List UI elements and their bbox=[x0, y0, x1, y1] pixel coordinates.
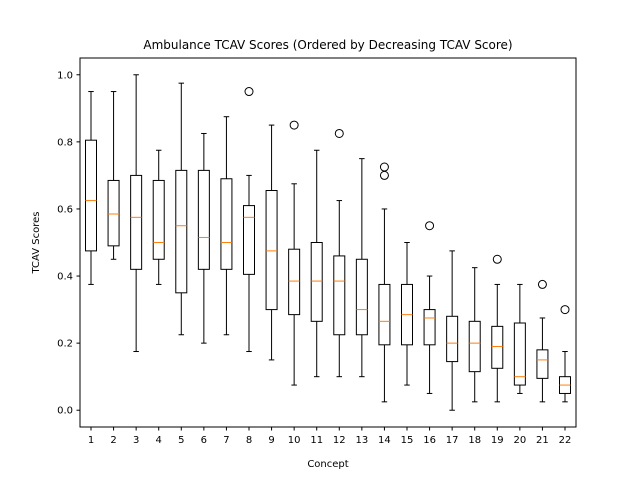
box-body bbox=[491, 325, 504, 369]
x-tick-label: 1 bbox=[88, 435, 94, 446]
box-group-7 bbox=[220, 116, 233, 336]
outlier-point bbox=[560, 305, 570, 315]
box-group-20 bbox=[513, 283, 526, 394]
x-tick-label: 17 bbox=[446, 435, 459, 446]
box-group-10 bbox=[288, 120, 301, 386]
box-body bbox=[513, 322, 526, 386]
y-tick-label: 0.8 bbox=[57, 137, 73, 148]
x-tick-label: 13 bbox=[355, 435, 368, 446]
axes-frame bbox=[79, 57, 577, 428]
x-axis-label: Concept bbox=[307, 459, 348, 470]
x-tick-label: 11 bbox=[310, 435, 323, 446]
y-tick-label: 0.2 bbox=[57, 339, 73, 350]
x-tick-label: 4 bbox=[156, 435, 162, 446]
x-tick-label: 7 bbox=[223, 435, 229, 446]
box-body bbox=[130, 174, 143, 270]
box-group-2 bbox=[107, 91, 120, 260]
box-body bbox=[220, 178, 233, 270]
x-tick-label: 14 bbox=[378, 435, 391, 446]
box-group-17 bbox=[446, 250, 459, 411]
box-group-1 bbox=[85, 91, 97, 285]
outlier-point bbox=[379, 162, 389, 172]
box-body bbox=[536, 349, 549, 379]
box-group-21 bbox=[536, 279, 549, 403]
box-body bbox=[288, 248, 301, 316]
box-group-8 bbox=[243, 87, 255, 353]
box-body bbox=[446, 315, 459, 363]
box-group-18 bbox=[468, 267, 481, 403]
box-group-5 bbox=[175, 82, 188, 336]
y-axis-ticks: 0.0 0.2 0.4 0.6 0.8 1.0 bbox=[57, 70, 80, 417]
x-tick-label: 20 bbox=[513, 435, 526, 446]
box-body bbox=[152, 179, 165, 260]
box-body bbox=[310, 242, 323, 322]
y-tick-label: 0.6 bbox=[57, 204, 73, 215]
box-group-9 bbox=[265, 124, 278, 361]
x-tick-label: 5 bbox=[178, 435, 184, 446]
box-body bbox=[107, 179, 120, 247]
y-tick-label: 0.0 bbox=[57, 406, 73, 417]
box-group-6 bbox=[197, 132, 210, 344]
x-tick-label: 12 bbox=[333, 435, 346, 446]
x-tick-label: 3 bbox=[133, 435, 139, 446]
y-tick-label: 0.4 bbox=[57, 272, 73, 283]
x-tick-label: 21 bbox=[536, 435, 549, 446]
box-body bbox=[175, 169, 188, 294]
box-group-22 bbox=[559, 305, 571, 403]
plot-area bbox=[85, 74, 571, 411]
box-body bbox=[85, 139, 97, 252]
box-body bbox=[423, 309, 436, 346]
x-tick-label: 2 bbox=[110, 435, 116, 446]
box-group-12 bbox=[333, 128, 346, 378]
box-group-14 bbox=[378, 162, 391, 403]
x-axis-ticks: 1 2 3 4 5 6 7 8 9 10 11 12 13 14 15 16 17 18 19 20 21 22 bbox=[88, 427, 572, 446]
y-axis-label: TCAV Scores bbox=[31, 212, 42, 275]
outlier-point bbox=[289, 120, 299, 130]
box-group-4 bbox=[152, 149, 165, 285]
outlier-point bbox=[537, 279, 547, 289]
box-body bbox=[355, 258, 368, 336]
x-tick-label: 8 bbox=[246, 435, 252, 446]
box-group-13 bbox=[355, 158, 368, 378]
x-tick-label: 19 bbox=[491, 435, 504, 446]
box-body bbox=[333, 255, 346, 336]
box-body bbox=[378, 283, 391, 346]
y-tick-label: 1.0 bbox=[57, 70, 73, 81]
chart-title: Ambulance TCAV Scores (Ordered by Decrea… bbox=[143, 38, 512, 52]
x-tick-label: 6 bbox=[201, 435, 207, 446]
x-tick-label: 18 bbox=[468, 435, 481, 446]
box-group-19 bbox=[491, 254, 504, 403]
box-group-16 bbox=[423, 221, 436, 394]
box-group-11 bbox=[310, 149, 323, 378]
x-tick-label: 10 bbox=[288, 435, 301, 446]
box-group-3 bbox=[130, 74, 143, 353]
box-body bbox=[265, 190, 278, 311]
outlier-point bbox=[244, 87, 254, 97]
x-tick-label: 22 bbox=[559, 435, 572, 446]
x-tick-label: 15 bbox=[401, 435, 414, 446]
box-body bbox=[243, 205, 255, 275]
outlier-point bbox=[334, 128, 344, 138]
box-body bbox=[468, 320, 481, 373]
box-group-15 bbox=[401, 242, 413, 386]
x-tick-label: 16 bbox=[423, 435, 436, 446]
x-tick-label: 9 bbox=[268, 435, 274, 446]
outlier-point bbox=[492, 254, 502, 264]
box-body bbox=[197, 169, 210, 270]
outlier-point bbox=[425, 221, 435, 231]
